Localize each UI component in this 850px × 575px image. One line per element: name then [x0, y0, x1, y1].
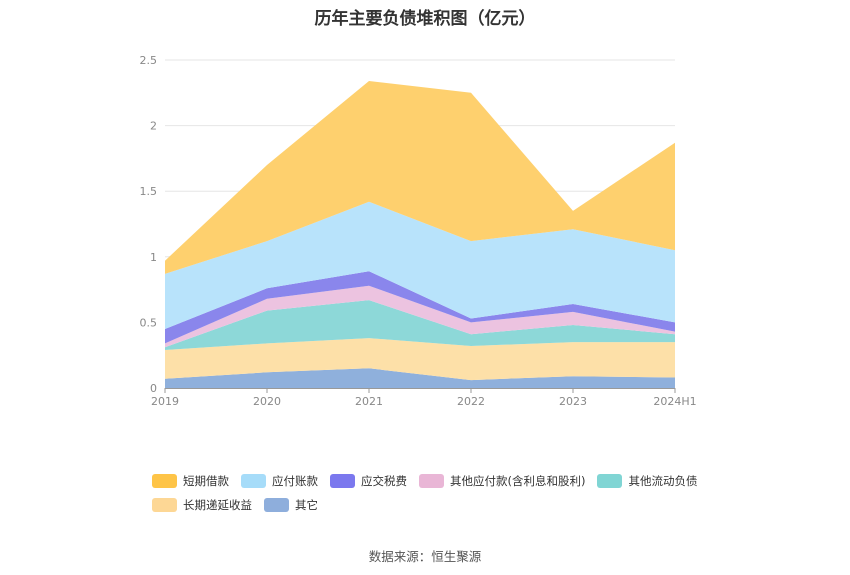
- x-tick-label: 2019: [151, 395, 179, 408]
- y-tick-label: 0.5: [140, 316, 158, 329]
- y-tick-label: 0: [150, 382, 157, 395]
- legend-swatch: [241, 474, 266, 488]
- area-短期借款: [165, 81, 675, 274]
- legend-item[interactable]: 其他流动负债: [597, 473, 697, 489]
- legend-label: 应付账款: [272, 474, 318, 488]
- legend-label: 短期借款: [183, 474, 229, 488]
- legend-item[interactable]: 其它: [264, 497, 318, 513]
- area-应付账款: [165, 201, 675, 329]
- x-tick-label: 2023: [559, 395, 587, 408]
- legend-label: 其他应付款(含利息和股利): [450, 474, 586, 488]
- area-长期递延收益: [165, 338, 675, 381]
- axes: 0 0.5 1 1.5 2 2.5 2019 2020 2021 2022 2023 2024H1: [140, 54, 697, 408]
- y-tick-label: 1.5: [140, 185, 158, 198]
- x-tick-label: 2020: [253, 395, 281, 408]
- legend-swatch: [330, 474, 355, 488]
- legend-item[interactable]: 短期借款: [152, 473, 229, 489]
- legend-swatch: [264, 498, 289, 512]
- y-tick-label: 2.5: [140, 54, 158, 67]
- data-source: 数据来源：恒生聚源: [368, 549, 482, 564]
- x-tick-label: 2024H1: [653, 395, 696, 408]
- legend-item[interactable]: 应交税费: [330, 473, 407, 489]
- chart-title: 历年主要负债堆积图（亿元）: [314, 9, 536, 29]
- legend-swatch: [152, 498, 177, 512]
- x-tick-label: 2022: [457, 395, 485, 408]
- legend-label: 长期递延收益: [183, 498, 252, 512]
- legend-swatch: [597, 474, 623, 488]
- legend-item[interactable]: 应付账款: [241, 473, 318, 489]
- legend-swatch: [419, 474, 444, 488]
- x-tick-label: 2021: [355, 395, 383, 408]
- legend-swatch: [152, 474, 177, 488]
- area-其他流动负债: [165, 300, 675, 350]
- legend-label: 其他流动负债: [628, 474, 698, 488]
- legend-label: 应交税费: [361, 474, 407, 488]
- area-其它: [165, 368, 675, 388]
- y-tick-label: 2: [150, 120, 157, 133]
- legend-item[interactable]: 长期递延收益: [152, 497, 252, 513]
- legend-item[interactable]: 其他应付款(含利息和股利): [419, 473, 585, 489]
- area-series: [165, 81, 675, 388]
- area-其他应付款(含利息和股利): [165, 285, 675, 348]
- y-tick-label: 1: [150, 251, 157, 264]
- legend: 短期借款 应付账款 应交税费 其他应付款(含利息和股利) 其他流动负债长期递延收益 其它: [152, 473, 712, 521]
- stacked-area-chart: 0 0.5 1 1.5 2 2.5 2019 2020 2021 2022 2023 2024H1: [140, 54, 697, 408]
- area-应交税费: [165, 271, 675, 344]
- legend-label: 其它: [295, 498, 318, 512]
